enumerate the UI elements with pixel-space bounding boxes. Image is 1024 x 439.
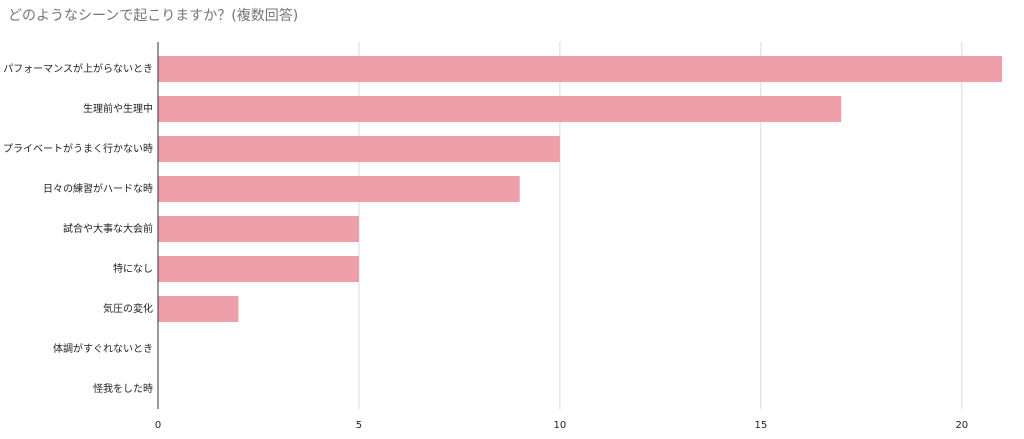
bar bbox=[158, 296, 239, 322]
x-tick-label: 15 bbox=[754, 420, 767, 431]
y-tick-label: 怪我をした時 bbox=[93, 382, 153, 395]
y-tick-label: 特になし bbox=[113, 263, 153, 275]
y-tick-label: 体調がすぐれないとき bbox=[53, 342, 153, 355]
y-tick-label: 試合や大事な大会前 bbox=[63, 222, 153, 235]
chart-title: どのようなシーンで起こりますか？(複数回答) bbox=[8, 7, 298, 24]
y-tick-label: 気圧の変化 bbox=[103, 302, 153, 315]
y-tick-label: プライベートがうまく行かない時 bbox=[3, 142, 153, 155]
y-tick-label: 日々の練習がハードな時 bbox=[43, 182, 153, 195]
bar bbox=[158, 136, 560, 162]
x-tick-label: 20 bbox=[955, 420, 968, 431]
x-tick-label: 10 bbox=[554, 420, 567, 431]
bar bbox=[158, 56, 1002, 82]
x-tick-label: 0 bbox=[155, 420, 161, 431]
y-tick-label: パフォーマンスが上がらないとき bbox=[3, 62, 153, 75]
bar bbox=[158, 216, 359, 242]
y-tick-label: 生理前や生理中 bbox=[83, 102, 153, 115]
bar bbox=[158, 96, 842, 122]
bar bbox=[158, 256, 359, 282]
x-tick-label: 5 bbox=[356, 420, 362, 431]
bar bbox=[158, 176, 520, 202]
